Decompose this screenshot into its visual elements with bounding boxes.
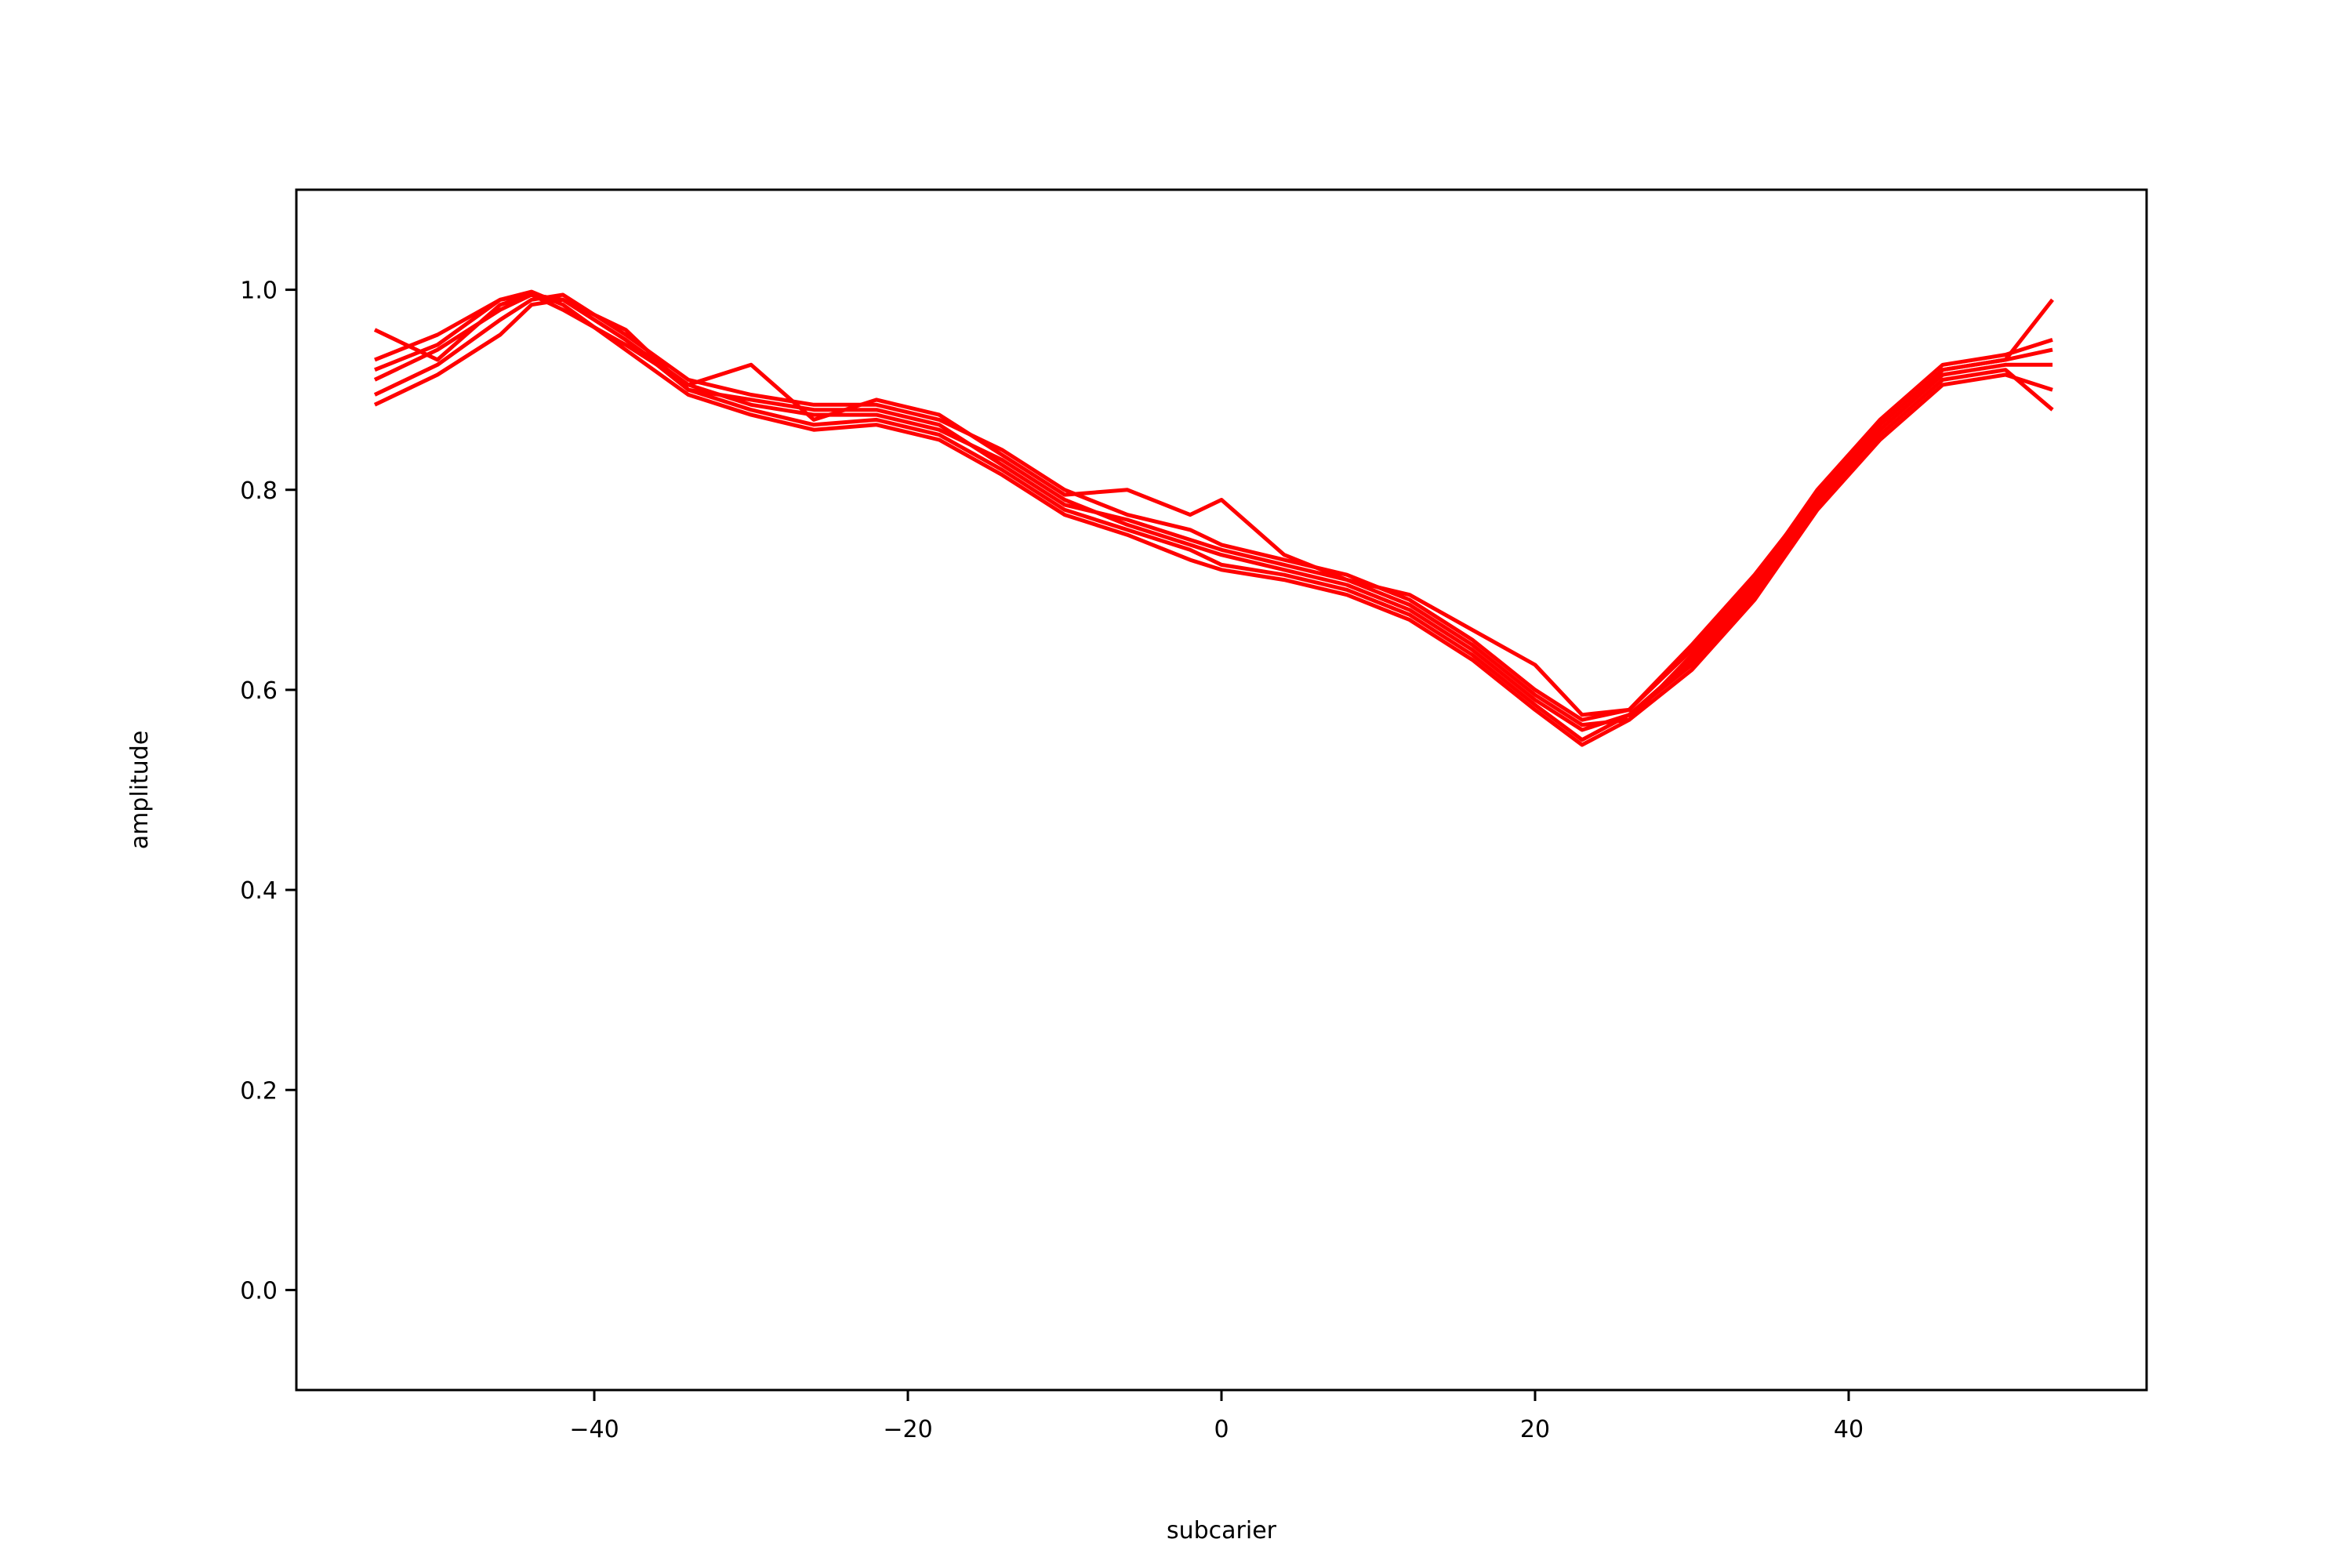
x-tick-label: −40 — [569, 1416, 619, 1443]
x-tick-label: 40 — [1834, 1416, 1864, 1443]
y-tick-label: 0.2 — [240, 1077, 278, 1105]
series-layer — [373, 289, 2054, 747]
x-tick-label: 0 — [1214, 1416, 1229, 1443]
x-axis: −40 −20 0 20 40 — [569, 1390, 1864, 1443]
y-axis: 0.0 0.2 0.4 0.6 0.8 1.0 — [240, 278, 296, 1305]
y-axis-label: amplitude — [126, 731, 154, 850]
series-line-2 — [374, 289, 2053, 747]
series-line-3 — [373, 292, 2053, 722]
x-axis-label: subcarier — [1167, 1517, 1277, 1544]
y-tick-label: 0.8 — [240, 477, 278, 505]
x-tick-label: −20 — [883, 1416, 932, 1443]
x-tick-label: 20 — [1520, 1416, 1550, 1443]
y-tick-label: 0.4 — [240, 877, 278, 905]
series-line-6 — [374, 292, 2053, 728]
plot-frame — [295, 188, 2148, 1392]
series-line-4 — [373, 292, 2054, 717]
series-line-5 — [373, 297, 2054, 742]
y-tick-label: 0.0 — [240, 1277, 278, 1305]
y-tick-label: 1.0 — [240, 278, 278, 305]
y-tick-label: 0.6 — [240, 677, 278, 705]
